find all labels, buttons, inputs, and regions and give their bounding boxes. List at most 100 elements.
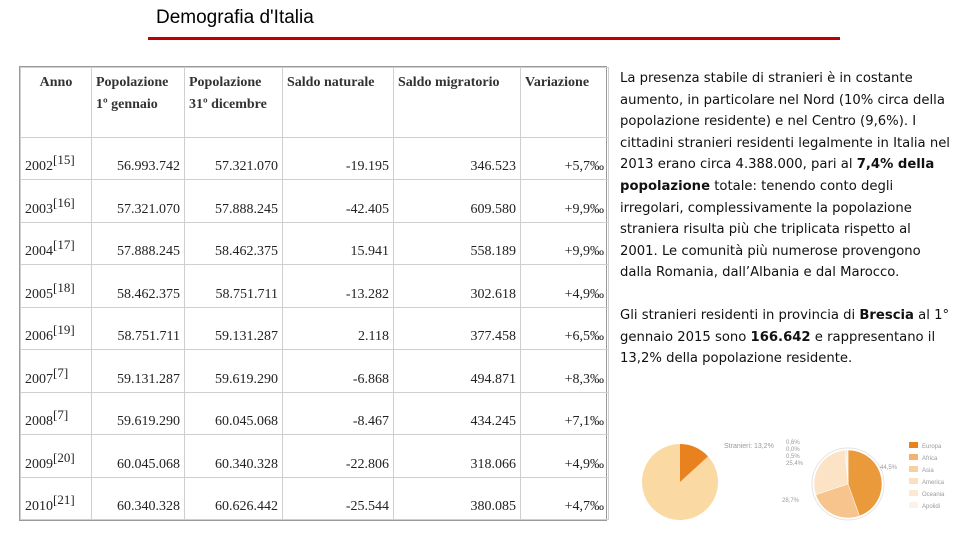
- table-row: 2006[19] 58.751.711 59.131.287 2.118 377.458…: [20, 306, 609, 351]
- reference-link[interactable]: [17]: [53, 237, 75, 253]
- donut-label: 25,4%: [786, 461, 804, 467]
- paragraph-foreign-residents: La presenza stabile di stranieri è in co…: [620, 68, 950, 284]
- text-run: totale: tenendo conto degli irregolari, …: [620, 178, 921, 281]
- reference-link[interactable]: [7]: [53, 364, 69, 380]
- migratory-balance-cell: 494.871: [393, 349, 521, 393]
- migratory-balance-cell: 346.523: [393, 136, 521, 181]
- variation-cell: +8,3‰: [520, 349, 609, 393]
- year-cell: 2008[7]: [20, 391, 92, 436]
- donut-label: 28,7%: [782, 498, 800, 504]
- table-row: 2009[20] 60.045.068 60.340.328 -22.806 318.0…: [20, 434, 609, 478]
- reference-link[interactable]: [19]: [53, 322, 75, 338]
- year-value: 2006: [25, 329, 53, 345]
- header-natural: Saldo naturale: [282, 67, 394, 138]
- table-row: 2004[17] 57.888.245 58.462.375 15.941 558.18…: [20, 221, 609, 266]
- header-line-2: 31º dicembre: [189, 97, 267, 112]
- year-value: 2002: [25, 159, 53, 175]
- legend-label: Africa: [922, 456, 938, 462]
- migratory-balance-cell: 318.066: [393, 434, 521, 478]
- natural-balance-cell: -22.806: [282, 434, 394, 478]
- table-row: 2008[7] 59.619.290 60.045.068 -8.467 434.245…: [20, 391, 609, 436]
- reference-link[interactable]: [20]: [53, 449, 75, 465]
- legend-swatch: [909, 454, 918, 460]
- pop-start-cell: 56.993.742: [91, 136, 185, 181]
- reference-link[interactable]: [7]: [53, 407, 69, 423]
- title-underline: [148, 37, 840, 40]
- legend-label: America: [922, 480, 945, 486]
- natural-balance-cell: -25.544: [282, 476, 394, 520]
- legend-swatch: [909, 502, 918, 508]
- year-cell: 2002[15]: [20, 136, 92, 181]
- reference-link[interactable]: [16]: [53, 194, 75, 210]
- migratory-balance-cell: 558.189: [393, 221, 521, 266]
- header-pop-start: Popolazione 1º gennaio: [91, 67, 185, 138]
- pop-start-cell: 59.619.290: [91, 391, 185, 436]
- table-row: 2010[21] 60.340.328 60.626.442 -25.544 380.0…: [20, 476, 609, 520]
- table-header-row: Anno Popolazione 1º gennaio Popolazione 31º …: [20, 67, 609, 138]
- year-value: 2010: [25, 499, 53, 514]
- text-panel: La presenza stabile di stranieri è in co…: [620, 68, 950, 391]
- migratory-balance-cell: 609.580: [393, 179, 521, 223]
- variation-cell: +7,1‰: [520, 391, 609, 436]
- text-run: al 1° gennaio 2015 sono: [620, 307, 950, 345]
- donut-slice: [847, 449, 883, 517]
- year-value: 2005: [25, 286, 53, 302]
- pop-start-cell: 57.888.245: [91, 221, 185, 266]
- donut-slice: [815, 483, 860, 519]
- natural-balance-cell: 2.118: [282, 306, 394, 351]
- migratory-balance-cell: 380.085: [393, 476, 521, 520]
- table-row: 2003[16] 57.321.070 57.888.245 -42.405 609.5…: [20, 179, 609, 223]
- text-run: Gli stranieri residenti in provincia di: [620, 307, 860, 323]
- pop-start-cell: 60.340.328: [91, 476, 185, 520]
- reference-link[interactable]: [15]: [53, 152, 75, 168]
- population-table: Anno Popolazione 1º gennaio Popolazione 31º …: [20, 67, 609, 520]
- migratory-balance-cell: 302.618: [393, 264, 521, 308]
- share-label: Stranieri: 13,2%: [724, 443, 774, 450]
- year-cell: 2003[16]: [20, 179, 92, 223]
- header-line-2: 1º gennaio: [96, 97, 158, 112]
- natural-balance-cell: 15.941: [282, 221, 394, 266]
- table-row: 2002[15] 56.993.742 57.321.070 -19.195 346.5…: [20, 136, 609, 181]
- donut-ring: [811, 447, 885, 521]
- migratory-balance-cell: 434.245: [393, 391, 521, 436]
- legend-swatch: [909, 442, 918, 448]
- pop-start-cell: 58.462.375: [91, 264, 185, 308]
- reference-link[interactable]: [21]: [53, 492, 75, 507]
- donut-label: 0,5%: [786, 454, 800, 460]
- header-line-1: Popolazione: [189, 75, 262, 90]
- migratory-balance-cell: 377.458: [393, 306, 521, 351]
- population-table-container: Anno Popolazione 1º gennaio Popolazione 31º …: [19, 66, 609, 521]
- pop-end-cell: 58.751.711: [184, 264, 283, 308]
- table-row: 2007[7] 59.131.287 59.619.290 -6.868 494.871…: [20, 349, 609, 393]
- donut-label: 0,6%: [786, 440, 800, 446]
- header-line-1: Saldo naturale: [287, 75, 375, 90]
- header-pop-end: Popolazione 31º dicembre: [184, 67, 283, 138]
- variation-cell: +6,5‰: [520, 306, 609, 351]
- legend-swatch: [909, 478, 918, 484]
- bold-text: 166.642: [750, 329, 811, 345]
- header-line-1: Saldo migratorio: [398, 75, 500, 90]
- natural-balance-cell: -42.405: [282, 179, 394, 223]
- bold-text: 7,4% della popolazione: [620, 157, 935, 194]
- year-value: 2009: [25, 456, 53, 472]
- pop-end-cell: 58.462.375: [184, 221, 283, 266]
- year-value: 2004: [25, 244, 53, 260]
- natural-balance-cell: -19.195: [282, 136, 394, 181]
- natural-balance-cell: -8.467: [282, 391, 394, 436]
- year-value: 2008: [25, 414, 53, 430]
- year-cell: 2005[18]: [20, 264, 92, 308]
- header-line-1: Anno: [39, 75, 73, 90]
- table-body: 2002[15] 56.993.742 57.321.070 -19.195 346.5…: [20, 136, 609, 520]
- foreign-residents-chart: Stranieri: 13,2% 0,6% 0,0% 0,5% 25,4% 44,5% 28…: [636, 432, 946, 532]
- legend-label: Apolidi: [922, 504, 940, 510]
- pop-start-cell: 60.045.068: [91, 434, 185, 478]
- year-cell: 2009[20]: [20, 434, 92, 478]
- year-cell: 2006[19]: [20, 306, 92, 351]
- header-migratory: Saldo migratorio: [393, 67, 521, 138]
- variation-cell: +4,9‰: [520, 264, 609, 308]
- donut-label: 44,5%: [880, 465, 898, 471]
- year-cell: 2010[21]: [20, 476, 92, 520]
- variation-cell: +4,9‰: [520, 434, 609, 478]
- pop-start-cell: 58.751.711: [91, 306, 185, 351]
- reference-link[interactable]: [18]: [53, 279, 75, 295]
